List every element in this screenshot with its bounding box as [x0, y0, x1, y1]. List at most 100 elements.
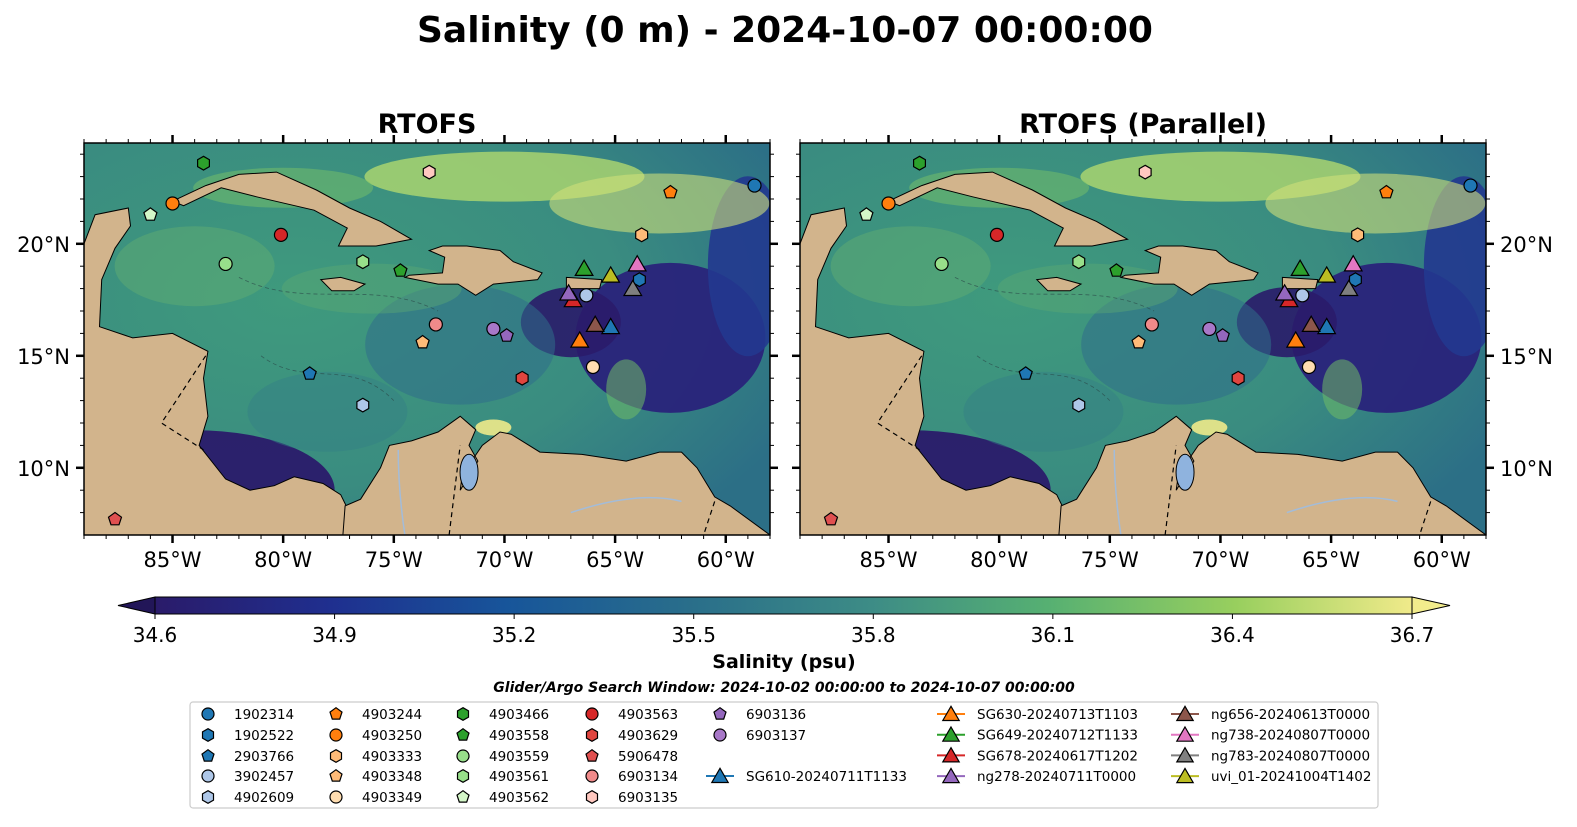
glider-marker [1343, 254, 1364, 272]
glider-marker [1338, 279, 1359, 297]
search-window-text: Glider/Argo Search Window: 2024-10-02 00… [493, 680, 1075, 696]
legend-marker [585, 790, 599, 804]
argo-float-marker [1295, 288, 1310, 303]
legend-label: ng656-20240613T0000 [1211, 707, 1370, 723]
legend-label: 4903561 [489, 769, 549, 785]
x-tick-label: 70°W [475, 548, 533, 572]
legend-label: 4903250 [362, 728, 422, 744]
argo-float-marker [1131, 334, 1146, 349]
salinity-feature [475, 419, 512, 436]
y-tick-label: 10°N [17, 457, 70, 481]
argo-float-marker [1072, 397, 1086, 413]
legend-marker [201, 790, 215, 804]
panel-title: RTOFS (Parallel) [1019, 109, 1267, 140]
argo-float-marker [1144, 317, 1159, 332]
salinity-feature [963, 371, 1124, 452]
legend-label: 4903558 [489, 728, 549, 744]
argo-float-marker [197, 155, 210, 171]
salinity-feature [997, 263, 1178, 314]
river [397, 449, 406, 535]
salinity-feature [830, 226, 991, 307]
colorbar-tick-label: 35.5 [671, 623, 716, 647]
argo-float-marker [356, 254, 370, 270]
land [887, 171, 1129, 247]
salinity-feature [1265, 173, 1486, 234]
land [1119, 245, 1259, 296]
glider-marker [600, 317, 621, 335]
colorbar-bar [154, 596, 1413, 615]
argo-float-marker [499, 328, 514, 342]
land [171, 171, 413, 247]
legend-glider-marker [710, 767, 730, 784]
glider-marker [1301, 314, 1321, 332]
x-tick-label: 60°W [1413, 548, 1471, 572]
legend-marker [329, 728, 343, 742]
legend-label: 1902314 [234, 707, 294, 723]
glider-marker [585, 314, 605, 332]
river [570, 496, 682, 514]
x-tick-label: 70°W [1191, 548, 1249, 572]
legend-label: SG678-20240617T1202 [977, 748, 1138, 764]
legend-label: ng783-20240807T0000 [1211, 748, 1370, 764]
land [319, 276, 367, 292]
land [1281, 276, 1319, 290]
legend-label: uvi_01-20241004T1402 [1211, 769, 1371, 785]
argo-float-marker [1301, 359, 1317, 375]
argo-float-marker [356, 397, 370, 413]
salinity-feature [1322, 359, 1363, 420]
legend-label: 5906478 [618, 749, 678, 765]
legend-marker [585, 769, 599, 783]
map-panel-2: RTOFS (Parallel) 85°W 80°W 75°W 70°W 65°W 60°W… [792, 109, 1553, 572]
salinity-feature [281, 263, 462, 314]
argo-float-marker [143, 207, 158, 221]
glider-marker [1316, 265, 1337, 283]
map-area [800, 143, 1486, 535]
legend-marker [329, 706, 343, 720]
y-tick-label: 20°N [17, 233, 70, 257]
legend-marker [456, 749, 470, 763]
legend-label: 4903348 [362, 769, 422, 785]
legend-label: 4902609 [234, 790, 294, 806]
colorbar-label: Salinity (psu) [712, 651, 855, 673]
legend-label: 6903134 [618, 769, 678, 785]
glider-marker [622, 279, 643, 297]
legend-glider-marker [1175, 746, 1195, 763]
legend-marker [585, 707, 599, 721]
colorbar-extend-min [117, 596, 156, 615]
legend-marker [713, 728, 727, 742]
legend-marker [456, 789, 470, 803]
legend-marker [201, 707, 215, 721]
legend-marker [329, 768, 343, 782]
argo-float-marker [635, 227, 649, 243]
argo-float-marker [393, 263, 408, 277]
salinity-feature [114, 226, 275, 307]
argo-float-marker [1018, 366, 1033, 380]
argo-float-marker [1138, 164, 1152, 180]
map-panel-1: RTOFS 85°W 80°W 75°W 70°W 65°W 60°W 10°N 15°N 20°… [17, 109, 778, 572]
x-tick-label: 60°W [697, 548, 755, 572]
salinity-feature [1191, 419, 1228, 436]
salinity-feature [1081, 284, 1272, 405]
glider-marker [600, 265, 621, 283]
argo-float-marker [1231, 370, 1245, 386]
colorbar-tick-label: 35.2 [492, 623, 537, 647]
legend-label: 1902522 [234, 728, 294, 744]
argo-float-marker [273, 227, 289, 242]
legend-marker [201, 728, 215, 742]
argo-float-marker [165, 196, 180, 211]
legend-label: 6903135 [618, 790, 678, 806]
argo-float-marker [881, 196, 896, 211]
legend-label: SG649-20240712T1133 [977, 728, 1138, 744]
salinity-feature [606, 359, 647, 420]
argo-float-marker [486, 321, 501, 337]
x-tick-label: 85°W [860, 548, 918, 572]
argo-float-marker [1379, 184, 1394, 199]
argo-float-marker [859, 207, 874, 221]
colorbar-tick-label: 36.1 [1031, 623, 1076, 647]
legend-marker [585, 748, 599, 762]
glider-marker [1290, 259, 1310, 276]
argo-float-marker [585, 359, 601, 375]
legend-label: 6903136 [746, 707, 806, 723]
glider-marker [569, 330, 590, 348]
